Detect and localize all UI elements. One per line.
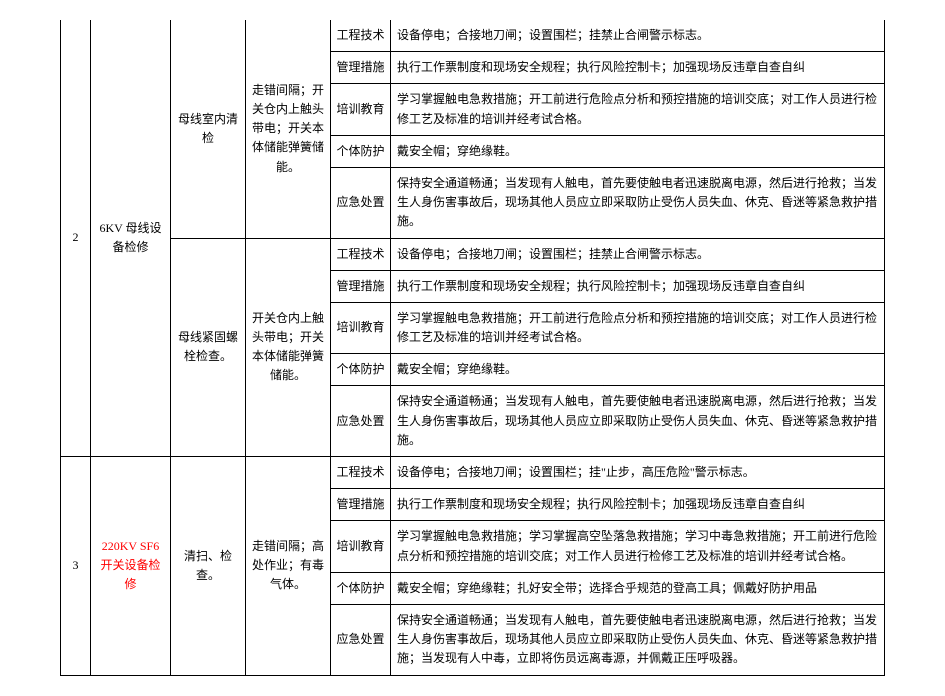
item-type: 培训教育	[331, 302, 391, 353]
row-category: 6KV 母线设备检修	[91, 20, 171, 457]
item-desc: 戴安全帽；穿绝缘鞋。	[391, 354, 885, 386]
table-row: 3 220KV SF6 开关设备检修 清扫、检查。 走错间隔；高处作业；有毒气体…	[61, 457, 885, 489]
item-type: 工程技术	[331, 457, 391, 489]
item-desc: 戴安全帽；穿绝缘鞋；扎好安全带；选择合乎规范的登高工具；佩戴好防护用品	[391, 572, 885, 604]
risk-desc: 开关仓内上触头带电；开关本体储能弹簧储能。	[246, 238, 331, 457]
item-type: 工程技术	[331, 238, 391, 270]
item-type: 管理措施	[331, 489, 391, 521]
item-desc: 戴安全帽；穿绝缘鞋。	[391, 135, 885, 167]
item-desc: 保持安全通道畅通；当发现有人触电，首先要使触电者迅速脱离电源，然后进行抢救；当发…	[391, 167, 885, 238]
item-type: 应急处置	[331, 167, 391, 238]
item-desc: 保持安全通道畅通；当发现有人触电，首先要使触电者迅速脱离电源，然后进行抢救；当发…	[391, 604, 885, 675]
item-desc: 学习掌握触电急救措施；开工前进行危险点分析和预控措施的培训交底；对工作人员进行检…	[391, 302, 885, 353]
item-type: 应急处置	[331, 386, 391, 457]
item-type: 管理措施	[331, 52, 391, 84]
item-type: 个体防护	[331, 572, 391, 604]
sub-name: 清扫、检查。	[171, 457, 246, 676]
item-type: 培训教育	[331, 84, 391, 135]
item-desc: 保持安全通道畅通；当发现有人触电，首先要使触电者迅速脱离电源，然后进行抢救；当发…	[391, 386, 885, 457]
item-desc: 执行工作票制度和现场安全规程；执行风险控制卡；加强现场反违章自查自纠	[391, 270, 885, 302]
item-desc: 执行工作票制度和现场安全规程；执行风险控制卡；加强现场反违章自查自纠	[391, 489, 885, 521]
risk-desc: 走错间隔；高处作业；有毒气体。	[246, 457, 331, 676]
risk-desc: 走错间隔；开关仓内上触头带电；开关本体储能弹簧储能。	[246, 20, 331, 238]
table-row: 2 6KV 母线设备检修 母线室内清检 走错间隔；开关仓内上触头带电；开关本体储…	[61, 20, 885, 52]
item-type: 个体防护	[331, 354, 391, 386]
item-type: 个体防护	[331, 135, 391, 167]
item-desc: 学习掌握触电急救措施；开工前进行危险点分析和预控措施的培训交底；对工作人员进行检…	[391, 84, 885, 135]
safety-table: 2 6KV 母线设备检修 母线室内清检 走错间隔；开关仓内上触头带电；开关本体储…	[60, 20, 885, 676]
row-index: 2	[61, 20, 91, 457]
item-type: 管理措施	[331, 270, 391, 302]
table-row: 母线紧固螺栓检查。 开关仓内上触头带电；开关本体储能弹簧储能。 工程技术 设备停…	[61, 238, 885, 270]
item-type: 工程技术	[331, 20, 391, 52]
item-desc: 设备停电；合接地刀闸；设置围栏；挂"止步，高压危险"警示标志。	[391, 457, 885, 489]
item-desc: 设备停电；合接地刀闸；设置围栏；挂禁止合闸警示标志。	[391, 238, 885, 270]
item-desc: 设备停电；合接地刀闸；设置围栏；挂禁止合闸警示标志。	[391, 20, 885, 52]
item-type: 培训教育	[331, 521, 391, 572]
row-index: 3	[61, 457, 91, 676]
item-type: 应急处置	[331, 604, 391, 675]
row-category: 220KV SF6 开关设备检修	[91, 457, 171, 676]
item-desc: 执行工作票制度和现场安全规程；执行风险控制卡；加强现场反违章自查自纠	[391, 52, 885, 84]
sub-name: 母线紧固螺栓检查。	[171, 238, 246, 457]
sub-name: 母线室内清检	[171, 20, 246, 238]
item-desc: 学习掌握触电急救措施；学习掌握高空坠落急救措施；学习中毒急救措施；开工前进行危险…	[391, 521, 885, 572]
